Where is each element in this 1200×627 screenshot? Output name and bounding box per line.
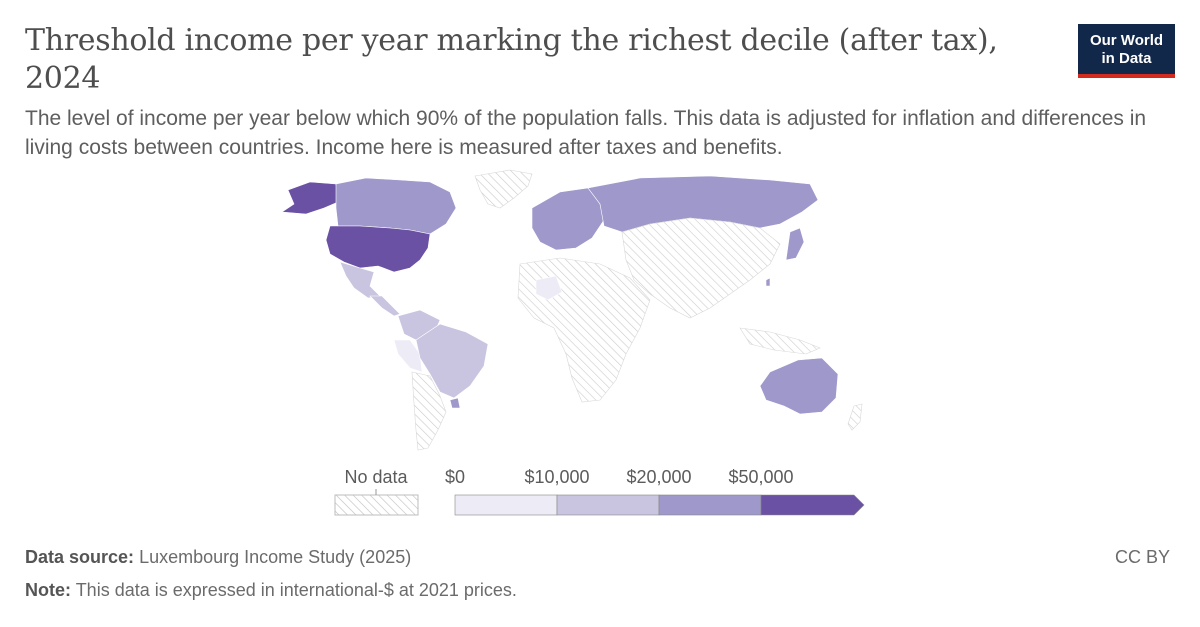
legend-bin-label-1: $10,000 bbox=[524, 467, 589, 487]
legend-bins bbox=[454, 494, 865, 516]
chart-subtitle: The level of income per year below which… bbox=[25, 107, 1147, 159]
legend-bin-label-0: $0 bbox=[445, 467, 465, 487]
legend-bin-labels: $0 $10,000 $20,000 $50,000 bbox=[445, 467, 794, 487]
legend-bin-2[interactable] bbox=[658, 494, 762, 516]
data-source-text[interactable]: Luxembourg Income Study (2025) bbox=[139, 547, 412, 567]
data-source-line: Data source: Luxembourg Income Study (20… bbox=[25, 547, 411, 568]
country-greenland[interactable] bbox=[474, 169, 533, 209]
logo-line-2: in Data bbox=[1101, 50, 1152, 67]
country-taiwan[interactable] bbox=[765, 277, 771, 287]
legend-bin-0[interactable] bbox=[454, 494, 558, 516]
country-japan[interactable] bbox=[785, 227, 805, 261]
country-new-zealand[interactable] bbox=[847, 403, 863, 431]
owid-logo[interactable]: Our World in Data bbox=[1078, 24, 1175, 78]
note-label: Note: bbox=[25, 580, 71, 600]
country-russia[interactable] bbox=[587, 175, 819, 233]
country-southern-cone[interactable] bbox=[411, 371, 447, 451]
country-peru[interactable] bbox=[393, 339, 423, 373]
country-australia[interactable] bbox=[759, 357, 839, 415]
country-west-africa-data[interactable] bbox=[535, 275, 563, 301]
country-alaska[interactable] bbox=[281, 181, 339, 215]
data-source-label: Data source: bbox=[25, 547, 135, 567]
legend-bin-label-2: $20,000 bbox=[626, 467, 691, 487]
country-canada[interactable] bbox=[335, 177, 457, 235]
legend-no-data-label: No data bbox=[344, 467, 408, 487]
chart-title: Threshold income per year marking the ri… bbox=[25, 23, 998, 96]
region-asia-no-data[interactable] bbox=[621, 217, 781, 319]
note-text: This data is expressed in international-… bbox=[75, 580, 517, 600]
country-uruguay[interactable] bbox=[449, 397, 461, 409]
country-central-america[interactable] bbox=[369, 295, 401, 317]
world-map bbox=[281, 169, 863, 451]
license-link[interactable]: CC BY bbox=[1114, 547, 1170, 567]
logo-line-1: Our World bbox=[1089, 32, 1164, 49]
legend-bin-1[interactable] bbox=[556, 494, 660, 516]
region-southeast-asia[interactable] bbox=[739, 327, 821, 355]
legend: No data $0 $10,000 $20,000 $50,000 bbox=[334, 467, 865, 516]
legend-bin-3[interactable] bbox=[760, 494, 865, 516]
legend-no-data-swatch[interactable] bbox=[334, 494, 419, 516]
country-united-states[interactable] bbox=[325, 225, 431, 273]
country-europe[interactable] bbox=[531, 187, 605, 251]
legend-bin-label-3: $50,000 bbox=[728, 467, 793, 487]
country-brazil[interactable] bbox=[415, 323, 489, 399]
note-line: Note: This data is expressed in internat… bbox=[25, 580, 517, 601]
